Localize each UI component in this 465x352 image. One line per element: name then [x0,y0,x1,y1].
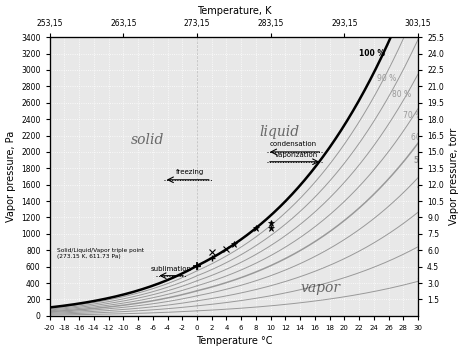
Text: 100 %: 100 % [359,49,385,58]
X-axis label: Temperature °C: Temperature °C [196,337,272,346]
Text: 30 %: 30 % [417,213,436,222]
Text: 60 %: 60 % [411,133,430,142]
Text: 90 %: 90 % [378,74,397,83]
Y-axis label: Vapor pressure, Pa: Vapor pressure, Pa [6,131,15,222]
Text: 80 %: 80 % [392,90,412,99]
Text: freezing: freezing [175,169,204,175]
Text: 70 %: 70 % [403,111,423,120]
Text: Solid/Liquid/Vapor triple point
(273.15 K, 611.73 Pa): Solid/Liquid/Vapor triple point (273.15 … [57,248,144,259]
Text: sublimation: sublimation [151,266,192,272]
Y-axis label: Vapor pressure, torr: Vapor pressure, torr [450,128,459,225]
Text: condensation: condensation [269,142,316,147]
Text: solid: solid [131,133,164,147]
Text: 50 %: 50 % [414,156,435,165]
Text: 10 %: 10 % [417,278,436,287]
Text: vapor: vapor [300,281,340,295]
Text: 40 %: 40 % [417,182,436,191]
X-axis label: Temperature, K: Temperature, K [197,6,271,15]
Text: liquid: liquid [259,125,300,138]
Text: vaporization: vaporization [275,152,318,158]
Text: 20 %: 20 % [417,244,436,253]
